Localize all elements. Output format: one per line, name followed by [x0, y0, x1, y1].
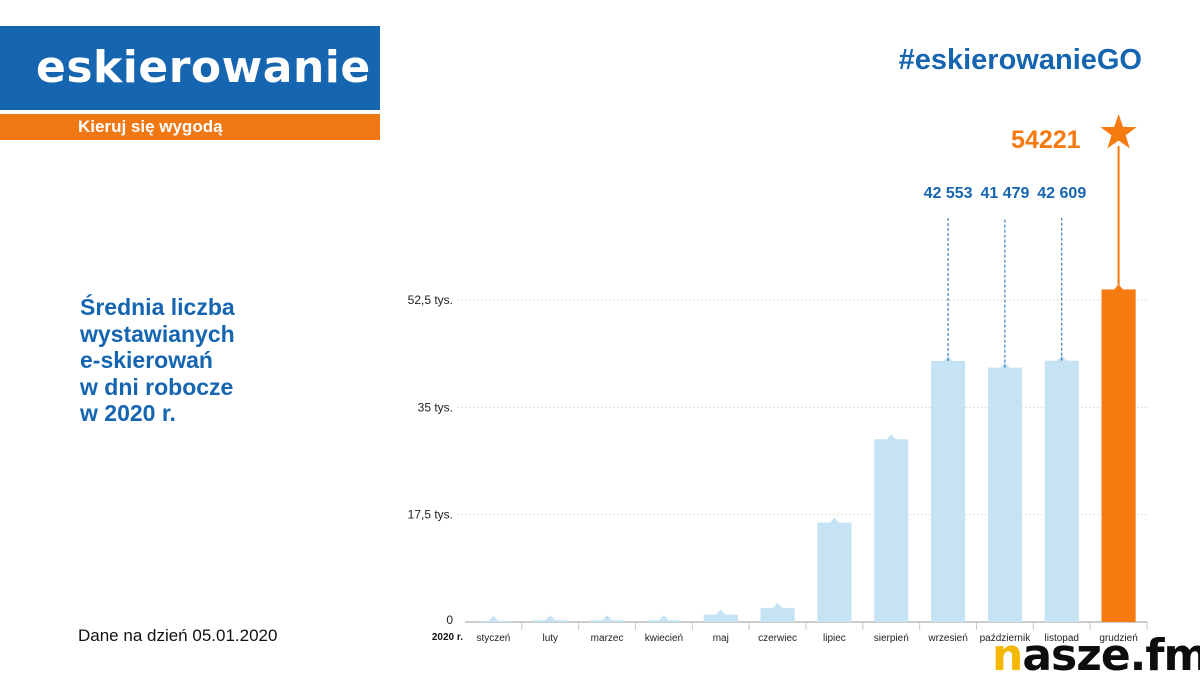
x-tick-label: lipiec: [823, 633, 846, 644]
logo: eskierowanie: [36, 42, 371, 93]
x-tick-label: grudzień: [1099, 633, 1137, 644]
bar-cap: [715, 609, 726, 616]
bar: [476, 620, 511, 622]
star-icon: [1100, 114, 1137, 149]
bar: [817, 522, 852, 622]
tagline-banner: [0, 114, 380, 140]
x-tick-label: czerwiec: [758, 633, 797, 644]
bar-cap: [602, 615, 613, 621]
bar: [874, 439, 909, 622]
y-tick-label: 17,5 tys.: [408, 508, 453, 522]
bar-cap: [488, 615, 499, 622]
x-tick-label: maj: [713, 633, 729, 644]
hashtag: #eskierowanieGO: [898, 44, 1142, 76]
bar: [760, 607, 795, 622]
bar-cap: [772, 602, 783, 609]
y-tick-label: 35 tys.: [418, 400, 453, 414]
data-label: 54221: [1011, 126, 1081, 154]
nasze-fm-logo: nasze.fm: [992, 630, 1200, 681]
x-axis-year-label: 2020 r.: [432, 632, 463, 643]
bar: [987, 367, 1022, 622]
bar-cap: [886, 434, 897, 440]
bar: [1044, 360, 1079, 622]
x-tick-label: luty: [542, 633, 558, 644]
bar-cap: [658, 615, 669, 621]
x-tick-label: marzec: [591, 633, 624, 644]
bar: [931, 361, 966, 622]
y-tick-label: 52,5 tys.: [408, 293, 453, 307]
data-label: 42 553: [924, 185, 973, 202]
logo-banner: [0, 26, 380, 110]
x-tick-label: listopad: [1045, 633, 1079, 644]
x-tick-label: sierpień: [874, 633, 909, 644]
date-note: Dane na dzień 05.01.2020: [78, 626, 278, 645]
bar-cap: [829, 517, 840, 524]
chart-headline: Średnia liczba wystawianych e-skierowań …: [80, 294, 235, 426]
x-tick-label: październik: [980, 633, 1032, 644]
y-tick-label: 0: [446, 613, 453, 627]
x-tick-label: wrzesień: [927, 633, 967, 644]
data-label: 42 609: [1037, 185, 1086, 202]
bar: [590, 620, 625, 622]
x-tick-label: kwiecień: [645, 633, 683, 644]
x-tick-label: styczeń: [476, 633, 510, 644]
bar: [533, 620, 568, 622]
data-label: 41 479: [980, 185, 1029, 202]
bar: [646, 620, 681, 622]
bar-cap: [545, 615, 556, 621]
tagline: Kieruj się wygodą: [78, 117, 223, 136]
bar: [703, 614, 738, 622]
bar: [1101, 289, 1136, 622]
